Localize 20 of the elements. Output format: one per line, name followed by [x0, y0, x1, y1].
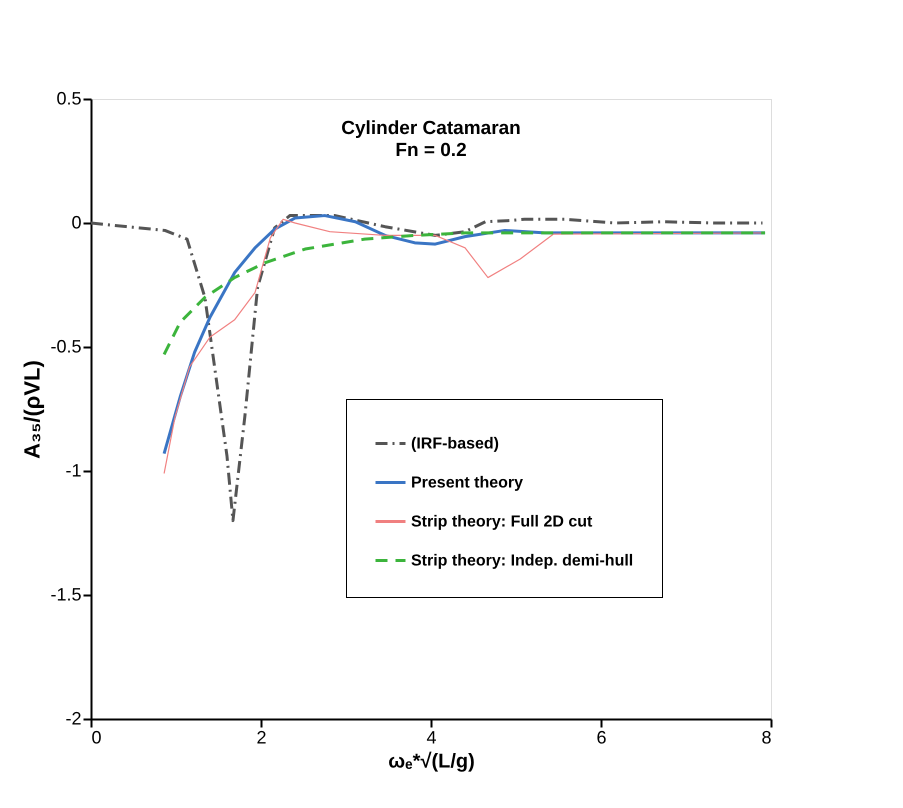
x-tick-label: 2 [256, 728, 267, 748]
y-tick-label: -1.5 [50, 584, 82, 604]
text: Fn = 0.2 [395, 140, 467, 161]
x-axis-title: ωₑ*√(L/g) [388, 750, 475, 772]
y-tick-label: 0.5 [56, 88, 82, 108]
y-axis-title: A₃₅/(ρVL) [19, 360, 44, 459]
line-series [162, 231, 767, 356]
legend-label: (IRF-based) [411, 436, 499, 452]
legend-label: Present theory [411, 474, 524, 492]
legend-label: Strip theory: Indep. demi-hull [411, 552, 634, 570]
x-tick-label: 8 [761, 728, 772, 748]
x-tick-label: 0 [92, 728, 102, 748]
y-tick-label: -2 [65, 708, 82, 728]
y-tick-label: -0.5 [50, 336, 82, 356]
y-tick-label: 0 [71, 212, 82, 232]
legend-label: Strip theory: Full 2D cut [411, 514, 594, 530]
text: Cylinder Catamaran [341, 118, 521, 139]
y-tick-label: -1 [65, 460, 82, 480]
x-tick-label: 4 [426, 728, 437, 748]
x-tick-label: 6 [596, 728, 607, 748]
